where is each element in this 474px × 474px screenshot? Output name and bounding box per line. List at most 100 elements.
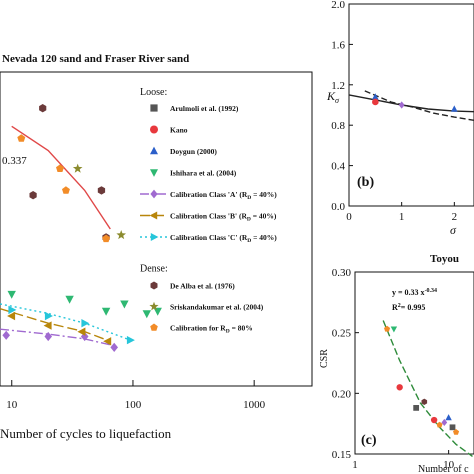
panel-c-frame xyxy=(354,271,474,455)
data-point-star xyxy=(72,163,83,173)
c-fit-line xyxy=(382,320,473,457)
panel-c-label: (c) xyxy=(361,433,377,448)
legend-label-d0: De Alba et al. (1976) xyxy=(170,282,235,291)
data-point-pentagon xyxy=(102,234,111,243)
x-tick-label-10: 10 xyxy=(6,399,18,411)
c-point-square xyxy=(413,405,420,411)
legend-dense-header: Dense: xyxy=(140,264,168,275)
data-point-hexagon xyxy=(39,104,47,113)
legend-marker-triangle-down xyxy=(150,169,158,177)
b-curve-solid xyxy=(348,94,474,113)
legend-label-d2: Calibration for RD = 80% xyxy=(170,324,253,335)
legend-label-d1: Sriskandakumar et al. (2004) xyxy=(170,303,264,312)
c-point-circle xyxy=(430,416,438,424)
b-y-tick-label-1.2: 1.2 xyxy=(331,80,345,92)
c-y-tick-label-0.30: 0.30 xyxy=(332,267,352,279)
legend-label-4: Calibration Class 'A' (RD = 40%) xyxy=(170,190,277,201)
data-point-hexagon xyxy=(29,191,37,200)
legend-marker-pentagon xyxy=(150,323,158,331)
data-point-triangle-down xyxy=(65,295,74,304)
panel-b-frame xyxy=(348,3,474,207)
b-y-tick-label-1.6: 1.6 xyxy=(331,39,345,51)
b-y-tick-label-0.8: 0.8 xyxy=(331,120,345,132)
panel-c-ylabel: CSR xyxy=(319,349,330,368)
panel-c: Toyou CSR Number of c (c) y = 0.33 x-0.3… xyxy=(319,253,474,474)
panel-b: Kσ σ (b) 0.0 0.4 0.8 1.2 1.6 2.0 0 1 2 xyxy=(326,0,474,237)
b-curve-dashed xyxy=(364,90,474,121)
panel-a-xlabel: Number of cycles to liquefaction xyxy=(0,426,172,441)
b-x-tick-label-1: 1 xyxy=(399,211,405,223)
c-point-triangle-up xyxy=(445,414,452,421)
legend-marker-star xyxy=(149,301,159,311)
fit-line-4 xyxy=(0,328,116,347)
data-point-triangle-down xyxy=(142,310,151,319)
fit-line-5 xyxy=(0,308,111,342)
c-point-diamond xyxy=(441,418,448,426)
legend-marker-square xyxy=(150,104,158,112)
r2-label: R2= 0.995 xyxy=(392,303,425,312)
panel-a-frame xyxy=(0,71,313,387)
legend-marker-triangle-up xyxy=(150,146,158,155)
c-point-pentagon xyxy=(436,421,443,428)
data-point-pentagon xyxy=(56,164,64,172)
data-point-triangle-left xyxy=(7,311,16,321)
data-point-triangle-down xyxy=(101,307,111,316)
fit-line-6 xyxy=(0,303,131,341)
panel-c-xlabel: Number of c xyxy=(418,464,469,474)
b-y-tick-label-0.0: 0.0 xyxy=(331,201,345,213)
data-point-triangle-down xyxy=(153,307,162,316)
c-y-tick-label-0.15: 0.15 xyxy=(332,449,352,461)
data-point-triangle-left xyxy=(103,337,112,346)
data-point-pentagon xyxy=(62,186,70,194)
legend-label-3: Ishihara et al. (2004) xyxy=(170,169,237,178)
legend-marker-triangle-left xyxy=(149,211,158,220)
b-x-tick-label-0: 0 xyxy=(346,211,352,223)
panel-b-ylabel: Kσ xyxy=(326,89,340,105)
fit-line-2 xyxy=(11,125,111,230)
legend-label-5: Calibration Class 'B' (RD = 40%) xyxy=(170,212,277,223)
data-point-star xyxy=(116,230,126,240)
data-point-triangle-right xyxy=(8,305,17,315)
c-point-pentagon xyxy=(453,429,460,435)
c-point-square xyxy=(449,424,456,431)
legend-label-6: Calibration Class 'C' (RD = 40%) xyxy=(170,233,277,244)
b-point-diamond xyxy=(398,101,405,109)
b-point-triangle-up xyxy=(451,105,458,112)
b-x-tick-label-2: 2 xyxy=(452,211,458,223)
equation-label: y = 0.33 x-0.34 xyxy=(392,288,437,297)
fit-label: 0.337 xyxy=(2,155,27,167)
legend-marker-circle xyxy=(150,125,158,134)
panel-a-title: Nevada 120 sand and Fraser River sand xyxy=(2,53,189,65)
data-point-diamond xyxy=(44,331,52,342)
c-point-triangle-down xyxy=(390,326,398,333)
c-point-circle xyxy=(396,384,403,391)
data-point-triangle-down xyxy=(7,290,16,299)
x-tick-label-100: 100 xyxy=(125,399,142,411)
legend-loose-header: Loose: xyxy=(140,87,167,98)
legend-label-1: Kano xyxy=(170,126,188,135)
legend-marker-diamond xyxy=(150,189,158,199)
legend-marker-triangle-right xyxy=(150,233,159,241)
c-x-tick-label-10: 10 xyxy=(443,459,455,471)
data-point-triangle-right xyxy=(44,311,53,321)
c-x-tick-label-1: 1 xyxy=(352,459,358,471)
panel-a: Nevada 120 sand and Fraser River sand Nu… xyxy=(0,53,313,441)
data-point-triangle-down xyxy=(120,300,129,309)
data-point-hexagon xyxy=(97,186,106,195)
panel-b-label: (b) xyxy=(357,175,374,190)
b-y-tick-label-0.4: 0.4 xyxy=(331,161,345,173)
b-point-triangle-up xyxy=(372,93,379,100)
c-point-hexagon xyxy=(421,398,428,405)
c-y-tick-label-0.20: 0.20 xyxy=(332,388,352,400)
legend-label-2: Doygun (2000) xyxy=(170,147,217,156)
data-point-triangle-right xyxy=(126,335,135,345)
panel-c-title: Toyou xyxy=(430,253,459,265)
data-point-diamond xyxy=(110,342,118,352)
legend-marker-hexagon xyxy=(150,281,158,290)
data-point-triangle-right xyxy=(81,319,90,328)
c-y-tick-label-0.25: 0.25 xyxy=(332,328,352,340)
b-point-circle xyxy=(372,98,379,106)
c-point-pentagon xyxy=(384,325,391,332)
panel-b-xlabel: σ xyxy=(450,223,457,237)
